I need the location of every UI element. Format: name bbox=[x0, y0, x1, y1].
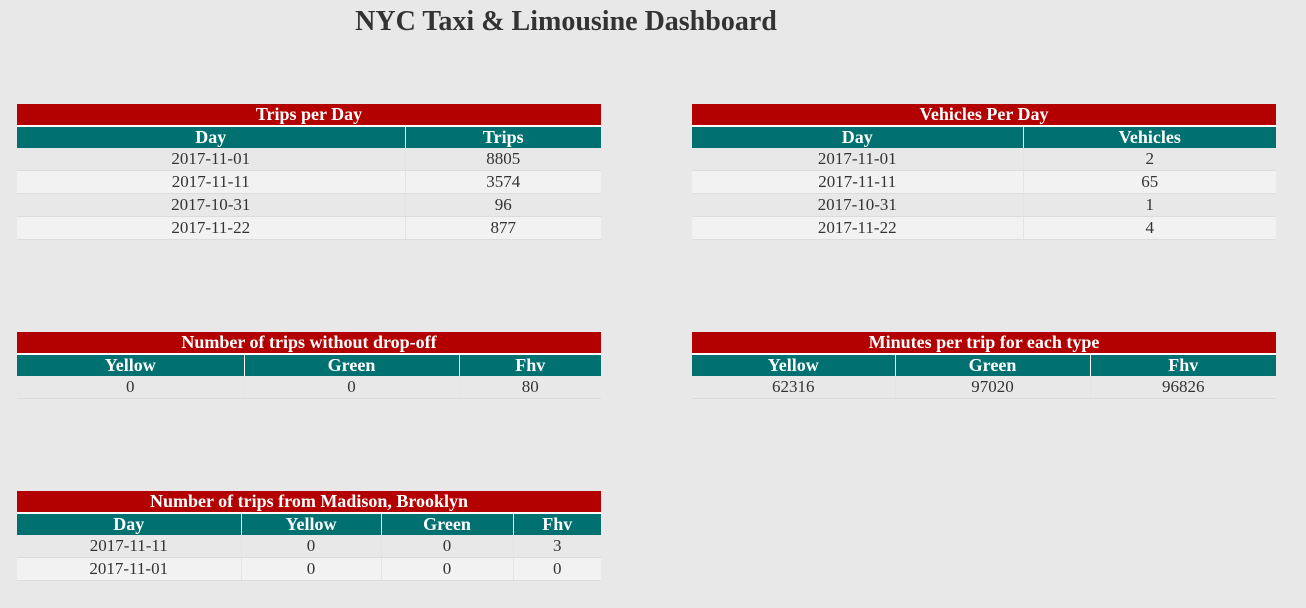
table-cell: 2017-10-31 bbox=[692, 193, 1023, 217]
table-cell: 2017-11-11 bbox=[17, 170, 405, 194]
table-caption-row: Trips per Day bbox=[17, 104, 601, 127]
table-cell: 0 bbox=[240, 557, 381, 581]
table-caption: Trips per Day bbox=[17, 104, 601, 127]
vehicles-per-day-table: Vehicles Per Day Day Vehicles 2017-11-01… bbox=[692, 104, 1277, 240]
table-header-row: Yellow Green Fhv bbox=[692, 354, 1276, 376]
table-row: 2017-11-11 0 0 3 bbox=[17, 535, 602, 558]
table-caption-row: Vehicles Per Day bbox=[692, 104, 1277, 127]
table-caption: Vehicles Per Day bbox=[692, 104, 1277, 127]
table-row: 2017-11-01 8805 bbox=[17, 148, 601, 171]
table-row: 2017-10-31 1 bbox=[692, 193, 1277, 217]
column-header-fhv: Fhv bbox=[1089, 354, 1276, 376]
table-caption-row: Minutes per trip for each type bbox=[692, 332, 1276, 355]
table-cell: 2017-11-01 bbox=[692, 148, 1023, 171]
page-title: NYC Taxi & Limousine Dashboard bbox=[355, 6, 777, 37]
table-caption-row: Number of trips from Madison, Brooklyn bbox=[17, 491, 602, 514]
table-cell: 96 bbox=[404, 193, 601, 217]
table-cell: 65 bbox=[1022, 170, 1277, 194]
trips-from-madison-table: Number of trips from Madison, Brooklyn D… bbox=[17, 491, 602, 581]
table-cell: 2 bbox=[1022, 148, 1277, 171]
minutes-per-trip-table: Minutes per trip for each type Yellow Gr… bbox=[692, 332, 1276, 399]
table-cell: 0 bbox=[17, 376, 244, 399]
column-header-yellow: Yellow bbox=[240, 513, 381, 535]
table-row: 2017-11-22 4 bbox=[692, 216, 1277, 240]
trips-per-day-panel: Trips per Day Day Trips 2017-11-01 8805 … bbox=[17, 104, 601, 240]
column-header-yellow: Yellow bbox=[17, 354, 244, 376]
table-cell: 0 bbox=[380, 557, 513, 581]
table-cell: 62316 bbox=[692, 376, 895, 399]
minutes-per-trip-panel: Minutes per trip for each type Yellow Gr… bbox=[692, 332, 1276, 399]
table-cell: 0 bbox=[380, 535, 513, 558]
table-row: 62316 97020 96826 bbox=[692, 376, 1276, 399]
table-row: 2017-11-11 65 bbox=[692, 170, 1277, 194]
table-header-row: Day Trips bbox=[17, 126, 601, 148]
trips-from-madison-panel: Number of trips from Madison, Brooklyn D… bbox=[17, 491, 602, 581]
column-header-green: Green bbox=[380, 513, 513, 535]
table-cell: 0 bbox=[243, 376, 459, 399]
table-header-row: Yellow Green Fhv bbox=[17, 354, 602, 376]
table-cell: 877 bbox=[404, 216, 601, 240]
table-cell: 96826 bbox=[1089, 376, 1276, 399]
column-header-trips: Trips bbox=[404, 126, 601, 148]
table-row: 2017-10-31 96 bbox=[17, 193, 601, 217]
trips-without-dropoff-table: Number of trips without drop-off Yellow … bbox=[17, 332, 602, 399]
column-header-day: Day bbox=[17, 513, 241, 535]
trips-without-dropoff-panel: Number of trips without drop-off Yellow … bbox=[17, 332, 602, 399]
table-cell: 1 bbox=[1022, 193, 1277, 217]
table-row: 2017-11-01 0 0 0 bbox=[17, 557, 602, 581]
table-cell: 3574 bbox=[404, 170, 601, 194]
table-cell: 2017-10-31 bbox=[17, 193, 405, 217]
table-caption: Number of trips without drop-off bbox=[17, 332, 602, 355]
table-caption: Number of trips from Madison, Brooklyn bbox=[17, 491, 602, 514]
table-caption: Minutes per trip for each type bbox=[692, 332, 1276, 355]
table-row: 0 0 80 bbox=[17, 376, 602, 399]
column-header-day: Day bbox=[17, 126, 405, 148]
column-header-day: Day bbox=[692, 126, 1023, 148]
table-cell: 0 bbox=[240, 535, 381, 558]
table-cell: 2017-11-01 bbox=[17, 148, 405, 171]
column-header-vehicles: Vehicles bbox=[1022, 126, 1277, 148]
trips-per-day-table: Trips per Day Day Trips 2017-11-01 8805 … bbox=[17, 104, 601, 240]
column-header-fhv: Fhv bbox=[458, 354, 602, 376]
table-cell: 80 bbox=[458, 376, 602, 399]
table-cell: 3 bbox=[512, 535, 602, 558]
table-cell: 2017-11-22 bbox=[692, 216, 1023, 240]
column-header-fhv: Fhv bbox=[512, 513, 602, 535]
table-header-row: Day Vehicles bbox=[692, 126, 1277, 148]
column-header-green: Green bbox=[894, 354, 1090, 376]
table-cell: 2017-11-01 bbox=[17, 557, 241, 581]
vehicles-per-day-panel: Vehicles Per Day Day Vehicles 2017-11-01… bbox=[692, 104, 1277, 240]
table-row: 2017-11-22 877 bbox=[17, 216, 601, 240]
table-caption-row: Number of trips without drop-off bbox=[17, 332, 602, 355]
table-header-row: Day Yellow Green Fhv bbox=[17, 513, 602, 535]
table-cell: 8805 bbox=[404, 148, 601, 171]
table-row: 2017-11-01 2 bbox=[692, 148, 1277, 171]
table-cell: 0 bbox=[512, 557, 602, 581]
table-cell: 2017-11-11 bbox=[692, 170, 1023, 194]
table-cell: 4 bbox=[1022, 216, 1277, 240]
table-row: 2017-11-11 3574 bbox=[17, 170, 601, 194]
column-header-green: Green bbox=[243, 354, 459, 376]
table-cell: 2017-11-22 bbox=[17, 216, 405, 240]
column-header-yellow: Yellow bbox=[692, 354, 895, 376]
table-cell: 2017-11-11 bbox=[17, 535, 241, 558]
table-cell: 97020 bbox=[894, 376, 1090, 399]
